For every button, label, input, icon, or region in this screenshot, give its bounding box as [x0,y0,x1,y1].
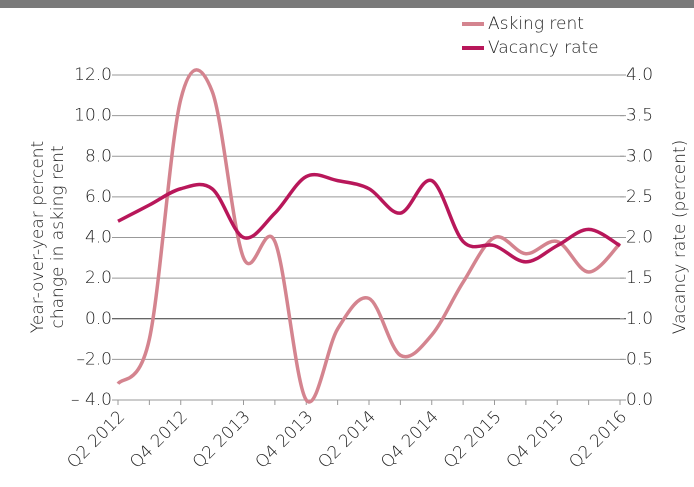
y2-tick-label: 4.0 [626,65,653,85]
y-tick-label: 8.0 [85,146,112,166]
y2-tick-label: 3.5 [626,106,653,126]
legend-label: Asking rent [488,14,584,34]
y2-tick-label: 3.0 [626,146,653,166]
x-tick-label: Q2 2015 [440,407,506,473]
y2-tick-label: 1.5 [626,268,653,288]
y-tick-label: 4.0 [85,228,112,248]
x-tick-label: Q2 2013 [189,407,255,473]
y-tick-label: 0.0 [85,309,112,329]
x-tick-label: Q4 2015 [503,407,569,473]
y2-axis-title: Vacancy rate (percent) [670,140,690,334]
series-line [116,68,622,404]
y-tick-label: 10.0 [74,106,112,126]
y2-tick-label: 2.5 [626,187,653,207]
y-tick-label: 2.0 [85,268,112,288]
x-tick-label: Q4 2013 [252,407,318,473]
y-axis-title-line: change in asking rent [48,145,68,328]
x-tick-label: Q4 2014 [377,407,443,473]
y-tick-label: 6.0 [85,187,112,207]
x-tick-label: Q2 2016 [565,407,631,473]
y-axis-title-line: Year-over-year percent [28,141,48,333]
series-line [117,172,621,264]
x-tick-label: Q2 2014 [314,407,380,473]
y2-tick-label: 2.0 [626,228,653,248]
x-tick-label: Q4 2012 [126,407,192,473]
y-tick-label: – 4.0 [71,390,112,410]
y2-tick-label: 1.0 [626,309,653,329]
top-bar [0,0,694,8]
y-axis-title: Year-over-year percentchange in asking r… [28,141,68,333]
y2-tick-label: 0.5 [626,349,653,369]
y-tick-label: –2.0 [76,349,112,369]
x-tick-label: Q2 2012 [63,407,129,473]
y2-tick-label: 0.0 [626,390,653,410]
legend-label: Vacancy rate [488,38,599,58]
y-tick-label: 12.0 [74,65,112,85]
